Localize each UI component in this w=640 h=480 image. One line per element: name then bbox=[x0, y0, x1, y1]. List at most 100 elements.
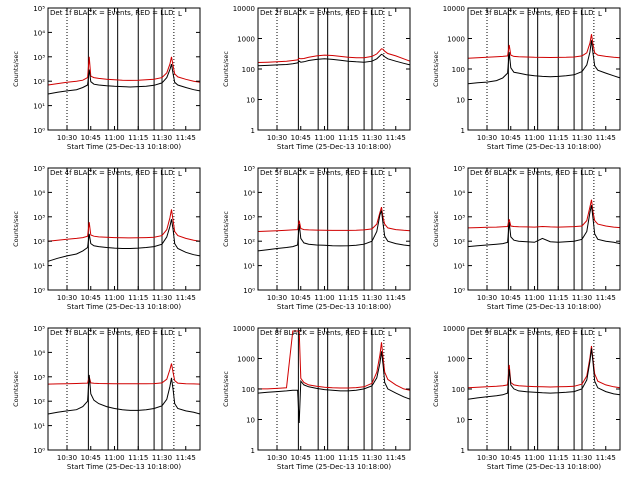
y-axis-label: Counts/sec bbox=[432, 371, 440, 407]
x-tick-label: 10:30 bbox=[267, 294, 287, 302]
y-tick-label: 10⁰ bbox=[243, 287, 255, 295]
x-tick-label: 11:30 bbox=[572, 134, 592, 142]
series-lld-line bbox=[257, 48, 411, 63]
y-axis-label: Counts/sec bbox=[12, 211, 20, 247]
x-tick-label: 10:30 bbox=[477, 454, 497, 462]
panel-det-4f: 10⁰ 10¹ 10² 10³ 10⁴ 10⁵ 10:30 10:45 11:00 11:15 11… bbox=[12, 165, 201, 311]
y-tick-label: 10⁴ bbox=[33, 349, 45, 357]
y-tick-label: 10¹ bbox=[33, 423, 45, 431]
x-tick-label: 11:30 bbox=[572, 294, 592, 302]
x-tick-label: 10:45 bbox=[291, 454, 311, 462]
legend-box-label: L bbox=[178, 10, 182, 18]
y-tick-label: 10² bbox=[33, 78, 45, 86]
x-tick-label: 11:00 bbox=[524, 134, 544, 142]
y-axis-label: Counts/sec bbox=[222, 51, 230, 87]
y-tick-label: 10000 bbox=[443, 5, 465, 13]
x-tick-label: 11:45 bbox=[596, 454, 616, 462]
x-tick-label: 10:30 bbox=[477, 134, 497, 142]
panel-det-9f: 1 10 100 1000 10000 10:30 10:45 11:00 11:15 11:30… bbox=[432, 325, 621, 471]
y-tick-label: 1 bbox=[461, 127, 465, 135]
y-tick-label: 1 bbox=[461, 447, 465, 455]
y-tick-label: 10² bbox=[243, 238, 255, 246]
x-tick-label: 11:30 bbox=[572, 454, 592, 462]
x-tick-label: 10:45 bbox=[81, 294, 101, 302]
y-tick-label: 1 bbox=[251, 447, 255, 455]
panel-det-1f: 10⁰ 10¹ 10² 10³ 10⁴ 10⁵ 10:30 10:45 11:00 11:15 11… bbox=[12, 5, 201, 151]
y-tick-label: 10⁰ bbox=[453, 287, 465, 295]
y-tick-label: 100 bbox=[452, 386, 465, 394]
y-tick-label: 10³ bbox=[243, 214, 255, 222]
panel-det-3f: 1 10 100 1000 10000 10:30 10:45 11:00 11:15 11:30… bbox=[432, 5, 621, 151]
x-tick-label: 11:00 bbox=[524, 294, 544, 302]
panel-det-2f: 1 10 100 1000 10000 10:30 10:45 11:00 11:15 11:30… bbox=[222, 5, 411, 151]
y-tick-label: 10⁰ bbox=[33, 447, 45, 455]
y-tick-label: 10000 bbox=[443, 325, 465, 333]
x-tick-label: 11:15 bbox=[548, 134, 568, 142]
y-tick-label: 10⁵ bbox=[243, 165, 255, 173]
x-axis-label: Start Time (25-Dec-13 10:18:00) bbox=[277, 143, 391, 151]
y-tick-label: 10³ bbox=[453, 214, 465, 222]
series-events-line bbox=[257, 210, 411, 252]
panel-det-7f: 10⁰ 10¹ 10² 10³ 10⁴ 10⁵ 10:30 10:45 11:00 11:15 11… bbox=[12, 325, 201, 471]
legend-box-label: L bbox=[388, 170, 392, 178]
x-tick-label: 11:30 bbox=[362, 134, 382, 142]
series-lld-line bbox=[467, 345, 621, 389]
series-lld-line bbox=[467, 199, 621, 229]
panel-title: Det 2f BLACK = Events, RED = LLD bbox=[260, 9, 383, 17]
y-axis-label: Counts/sec bbox=[222, 211, 230, 247]
legend-box-label: L bbox=[178, 170, 182, 178]
x-tick-label: 10:45 bbox=[501, 294, 521, 302]
series-events-line bbox=[47, 63, 201, 95]
panel-title: Det 4f BLACK = Events, RED = LLD bbox=[50, 169, 173, 177]
x-axis-label: Start Time (25-Dec-13 10:18:00) bbox=[277, 303, 391, 311]
plot-frame bbox=[257, 167, 411, 291]
y-tick-label: 1000 bbox=[237, 356, 255, 364]
legend-box-label: L bbox=[598, 170, 602, 178]
series-lld-line bbox=[467, 34, 621, 59]
panel-title: Det 8f BLACK = Events, RED = LLD bbox=[260, 329, 383, 337]
x-tick-label: 10:45 bbox=[291, 134, 311, 142]
x-tick-label: 11:45 bbox=[386, 294, 406, 302]
legend-box-label: L bbox=[598, 330, 602, 338]
y-tick-label: 10⁴ bbox=[33, 29, 45, 37]
y-tick-label: 1 bbox=[251, 127, 255, 135]
x-axis-label: Start Time (25-Dec-13 10:18:00) bbox=[487, 143, 601, 151]
x-tick-label: 11:15 bbox=[128, 134, 148, 142]
series-events-line bbox=[467, 40, 621, 85]
plot-frame bbox=[467, 167, 621, 291]
x-tick-label: 10:30 bbox=[267, 454, 287, 462]
x-axis-label: Start Time (25-Dec-13 10:18:00) bbox=[67, 463, 181, 471]
y-axis-label: Counts/sec bbox=[12, 371, 20, 407]
y-tick-label: 10¹ bbox=[243, 263, 255, 271]
y-tick-label: 10⁴ bbox=[243, 189, 255, 197]
x-tick-label: 11:00 bbox=[314, 454, 334, 462]
plot-frame bbox=[467, 327, 621, 451]
x-tick-label: 11:00 bbox=[314, 134, 334, 142]
x-tick-label: 11:45 bbox=[386, 454, 406, 462]
x-tick-label: 10:45 bbox=[501, 134, 521, 142]
plot-frame bbox=[47, 7, 201, 131]
y-tick-label: 10⁵ bbox=[453, 165, 465, 173]
x-axis-label: Start Time (25-Dec-13 10:18:00) bbox=[277, 463, 391, 471]
y-tick-label: 100 bbox=[242, 386, 255, 394]
series-lld-line bbox=[47, 56, 201, 86]
plot-frame bbox=[47, 327, 201, 451]
y-tick-label: 10² bbox=[33, 398, 45, 406]
x-tick-label: 11:30 bbox=[362, 454, 382, 462]
x-tick-label: 10:45 bbox=[81, 454, 101, 462]
y-tick-label: 10³ bbox=[33, 54, 45, 62]
series-events-line bbox=[257, 53, 411, 67]
x-tick-label: 10:30 bbox=[267, 134, 287, 142]
y-tick-label: 1000 bbox=[237, 36, 255, 44]
series-events-line bbox=[47, 374, 201, 415]
x-tick-label: 11:15 bbox=[128, 454, 148, 462]
series-events-line bbox=[47, 219, 201, 262]
x-tick-label: 11:15 bbox=[338, 454, 358, 462]
y-tick-label: 10¹ bbox=[453, 263, 465, 271]
series-lld-line bbox=[257, 206, 411, 232]
x-tick-label: 11:00 bbox=[314, 294, 334, 302]
x-tick-label: 10:30 bbox=[57, 134, 77, 142]
x-tick-label: 11:30 bbox=[152, 134, 172, 142]
x-tick-label: 11:15 bbox=[338, 134, 358, 142]
